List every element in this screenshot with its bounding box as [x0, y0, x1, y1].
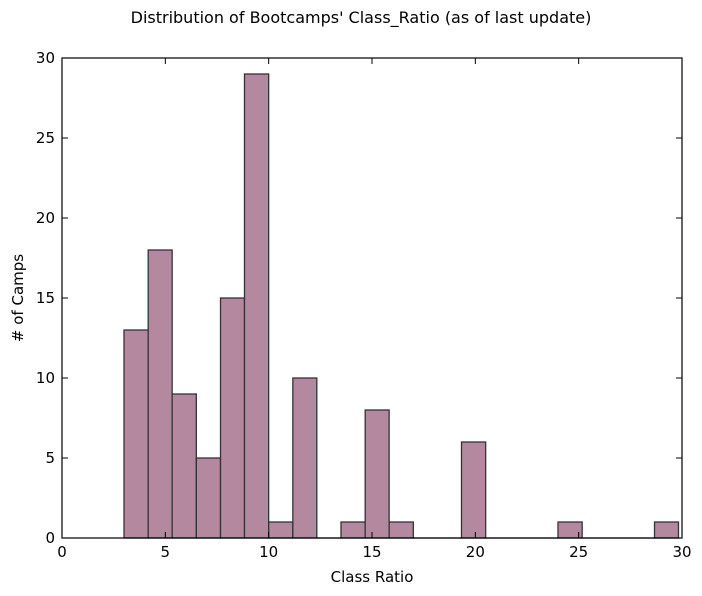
bars-group — [123, 73, 680, 539]
x-tick-label: 5 — [161, 543, 171, 561]
y-axis-ticks: 0 5 10 15 20 25 30 — [36, 49, 682, 547]
y-tick-label: 10 — [36, 369, 55, 387]
x-tick-label: 20 — [466, 543, 485, 561]
y-tick-label: 30 — [36, 49, 55, 67]
histogram-bar — [388, 521, 414, 539]
histogram-bar — [292, 377, 318, 539]
histogram-bar — [460, 441, 487, 539]
x-tick-label: 15 — [362, 543, 381, 561]
histogram-bar — [340, 521, 366, 539]
histogram-bar — [171, 393, 197, 539]
y-tick-label: 20 — [36, 209, 55, 227]
y-tick-label: 5 — [45, 449, 55, 467]
histogram-bar — [147, 249, 173, 539]
histogram-bar — [123, 329, 149, 539]
histogram-bar — [219, 297, 246, 539]
y-tick-label: 15 — [36, 289, 55, 307]
y-tick-label: 0 — [45, 529, 55, 547]
histogram-bar — [195, 457, 222, 539]
histogram-bar — [243, 73, 270, 539]
y-tick-label: 25 — [36, 129, 55, 147]
chart-title: Distribution of Bootcamps' Class_Ratio (… — [131, 8, 592, 28]
x-axis-ticks: 0 5 10 15 20 25 30 — [57, 58, 692, 561]
y-axis-label: # of Camps — [9, 254, 27, 342]
histogram-bar — [653, 521, 680, 539]
x-tick-label: 10 — [259, 543, 278, 561]
x-axis-label: Class Ratio — [331, 568, 414, 586]
x-tick-label: 0 — [57, 543, 67, 561]
histogram-bar — [268, 521, 294, 539]
x-tick-label: 25 — [569, 543, 588, 561]
x-tick-label: 30 — [672, 543, 691, 561]
histogram-bar — [364, 409, 390, 539]
